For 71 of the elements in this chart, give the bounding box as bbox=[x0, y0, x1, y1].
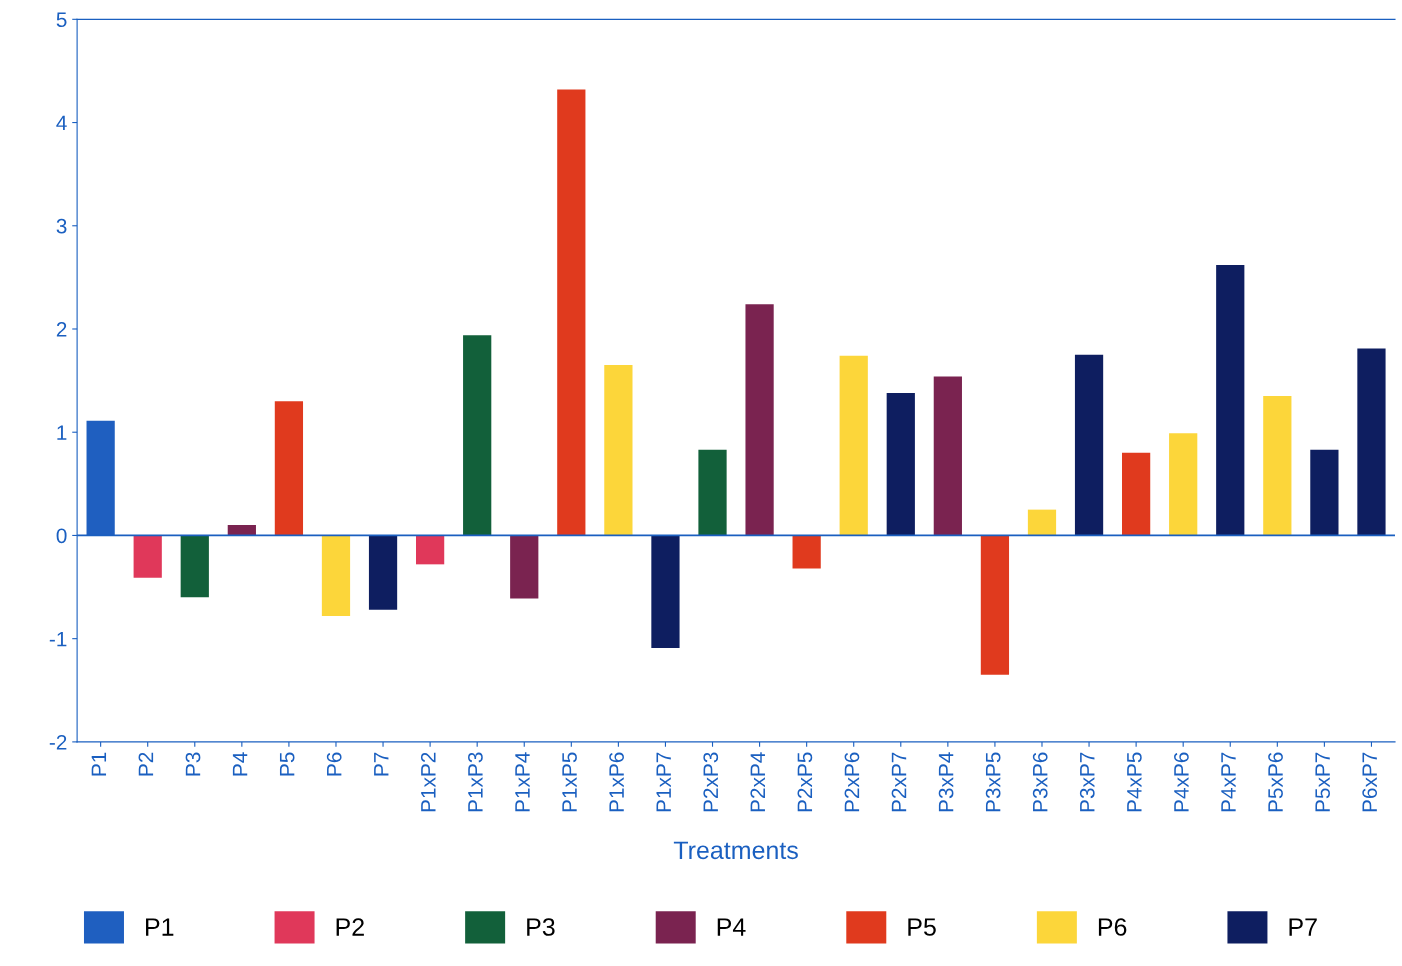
x-tick-label: P4xP7 bbox=[1221, 752, 1236, 812]
x-tick-label: P2xP7 bbox=[891, 752, 907, 812]
bar bbox=[1122, 452, 1151, 536]
x-tick-label: P4xP6 bbox=[1174, 752, 1189, 812]
x-tick-label: P3xP7 bbox=[1079, 752, 1095, 812]
bar bbox=[227, 525, 256, 536]
bar bbox=[1027, 509, 1057, 536]
bar bbox=[651, 535, 680, 648]
bar bbox=[415, 535, 445, 565]
x-tick-label: P5 bbox=[279, 752, 295, 776]
bar bbox=[792, 535, 821, 569]
bar bbox=[604, 365, 633, 536]
x-tick-label: P1 bbox=[91, 752, 107, 776]
legend-label: P2 bbox=[336, 918, 364, 936]
legend-label: P7 bbox=[1289, 918, 1317, 936]
bar bbox=[933, 376, 962, 536]
x-tick-label: P2xP5 bbox=[797, 752, 813, 812]
x-tick-label: P3xP6 bbox=[1032, 752, 1048, 812]
x-tick-label: P1xP7 bbox=[656, 752, 671, 812]
x-tick-label: P5xP6 bbox=[1268, 752, 1283, 812]
bar bbox=[1074, 354, 1104, 536]
x-tick-label: P7 bbox=[374, 752, 389, 776]
bar bbox=[698, 449, 727, 536]
x-tick-label: P2xP4 bbox=[750, 752, 765, 812]
y-tick-label: -2 bbox=[49, 734, 67, 750]
bar bbox=[980, 535, 1010, 675]
bar bbox=[180, 535, 209, 598]
x-tick-label: P2 bbox=[138, 752, 154, 776]
bar bbox=[1263, 396, 1292, 536]
bar bbox=[1357, 348, 1386, 536]
legend-label: P3 bbox=[527, 918, 555, 936]
y-tick-label: 5 bbox=[56, 12, 67, 28]
bar bbox=[745, 304, 774, 536]
x-tick-label: P4xP5 bbox=[1127, 752, 1142, 812]
x-tick-label: P4 bbox=[232, 752, 248, 776]
x-tick-label: P5xP7 bbox=[1315, 752, 1330, 812]
x-tick-label: P3xP4 bbox=[938, 752, 954, 812]
legend-label: P4 bbox=[717, 918, 746, 936]
x-tick-label: P2xP6 bbox=[844, 752, 860, 812]
bar bbox=[133, 535, 162, 578]
legend-label: P1 bbox=[146, 918, 174, 936]
x-tick-label: P6 bbox=[326, 752, 342, 776]
bar bbox=[368, 535, 398, 610]
y-tick-label: 4 bbox=[56, 115, 67, 131]
bar bbox=[510, 535, 539, 599]
bar bbox=[1310, 449, 1339, 536]
x-tick-label: P1xP6 bbox=[609, 752, 624, 812]
bar bbox=[1216, 264, 1245, 536]
y-tick-label: 2 bbox=[56, 321, 67, 337]
x-tick-label: P1xP4 bbox=[515, 752, 530, 812]
y-tick-label: 3 bbox=[56, 218, 67, 234]
bar bbox=[1169, 433, 1198, 536]
bar bbox=[839, 355, 868, 536]
y-tick-label: -1 bbox=[49, 631, 67, 647]
bar bbox=[274, 401, 304, 536]
y-tick-label: 1 bbox=[57, 425, 67, 440]
x-tick-label: P3 bbox=[185, 752, 201, 776]
bar bbox=[886, 392, 915, 536]
x-tick-label: P1xP2 bbox=[420, 752, 436, 812]
x-axis-title: Treatments bbox=[673, 841, 798, 860]
x-tick-label: P3xP5 bbox=[985, 752, 1001, 812]
x-tick-label: P6xP7 bbox=[1362, 752, 1378, 812]
x-tick-label: P1xP5 bbox=[562, 752, 577, 812]
bar bbox=[463, 335, 492, 536]
y-tick-label: 0 bbox=[56, 528, 67, 544]
bar bbox=[557, 89, 586, 536]
legend-label: P5 bbox=[908, 918, 936, 936]
legend-label: P6 bbox=[1098, 918, 1127, 936]
x-tick-label: P2xP3 bbox=[703, 752, 719, 812]
bar bbox=[321, 535, 351, 616]
x-tick-label: P1xP3 bbox=[468, 752, 483, 812]
